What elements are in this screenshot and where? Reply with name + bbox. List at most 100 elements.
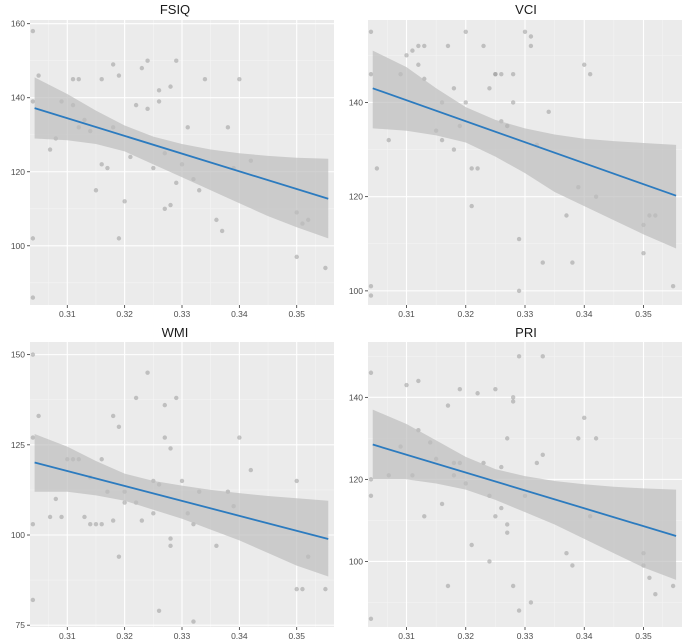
facet-title-wmi: WMI xyxy=(162,325,189,340)
fsiq-data-point xyxy=(128,154,133,160)
wmi-data-point xyxy=(133,395,139,401)
wmi-data-point xyxy=(139,518,145,523)
vci-data-point xyxy=(481,43,486,49)
fsiq-data-point xyxy=(162,206,167,211)
vci-x-tick-label: 0.35 xyxy=(635,309,652,319)
pri-data-point xyxy=(510,395,516,400)
wmi-data-point xyxy=(47,514,53,520)
wmi-data-point xyxy=(179,478,185,484)
vci-data-point xyxy=(451,147,457,152)
pri-x-tick-label: 0.35 xyxy=(635,631,652,641)
fsiq-data-point xyxy=(99,162,104,167)
pri-x-tick-label: 0.34 xyxy=(576,631,593,641)
wmi-data-point xyxy=(174,395,179,401)
fsiq-data-point xyxy=(30,28,36,34)
wmi-data-point xyxy=(122,500,127,505)
wmi-data-point xyxy=(88,521,93,527)
vci-data-point xyxy=(487,86,492,91)
fsiq-x-tick-label: 0.35 xyxy=(288,309,305,319)
pri-confidence-ribbon xyxy=(372,409,677,580)
facet-panel-wmi: 0.31 0.32 0.33 0.34 0.35 75 100 125 150 WMI xyxy=(11,325,334,641)
vci-data-point xyxy=(469,166,474,171)
vci-y-tick-label: 100 xyxy=(349,286,363,296)
pri-data-point xyxy=(475,391,480,396)
vci-x-tick-label: 0.34 xyxy=(576,309,593,319)
wmi-data-point xyxy=(162,435,167,440)
pri-data-point xyxy=(445,403,451,408)
fsiq-data-point xyxy=(76,77,81,82)
fsiq-data-point xyxy=(30,236,36,241)
wmi-data-point xyxy=(93,521,99,527)
facet-title-vci: VCI xyxy=(515,2,537,17)
vci-data-point xyxy=(374,166,380,171)
fsiq-y-tick-label: 120 xyxy=(11,167,25,177)
vci-data-point xyxy=(463,100,468,105)
fsiq-data-point xyxy=(294,254,299,260)
pri-data-point xyxy=(368,477,374,482)
vci-x-tick-label: 0.31 xyxy=(398,309,415,319)
pri-data-point xyxy=(540,452,545,457)
wmi-x-tick-label: 0.35 xyxy=(288,631,305,641)
pri-data-point xyxy=(422,514,427,519)
wmi-data-point xyxy=(30,597,36,603)
fsiq-data-point xyxy=(133,102,139,108)
fsiq-data-point xyxy=(197,188,202,193)
facet-panel-pri: 0.31 0.32 0.33 0.34 0.35 100 120 140 PRI xyxy=(349,325,682,641)
wmi-x-tick-label: 0.32 xyxy=(116,631,133,641)
fsiq-data-point xyxy=(185,125,190,130)
wmi-y-tick-label: 75 xyxy=(16,620,26,630)
pri-data-point xyxy=(368,370,374,375)
wmi-data-point xyxy=(59,514,64,520)
fsiq-data-point xyxy=(168,84,173,89)
fsiq-data-point xyxy=(30,99,36,104)
vci-data-point xyxy=(516,236,522,242)
wmi-data-point xyxy=(162,402,167,408)
pri-data-point xyxy=(647,575,652,580)
vci-data-point xyxy=(439,137,445,143)
fsiq-x-tick-label: 0.31 xyxy=(59,309,76,319)
fsiq-y-tick-label: 140 xyxy=(11,93,25,103)
vci-data-point xyxy=(451,86,457,91)
pri-data-point xyxy=(516,354,522,359)
vci-data-point xyxy=(445,43,451,49)
facet-title-fsiq: FSIQ xyxy=(160,2,190,17)
wmi-data-point xyxy=(168,543,173,549)
facet-panel-fsiq: 0.31 0.32 0.33 0.34 0.35 100 120 140 160 FSIQ xyxy=(11,2,334,319)
wmi-data-point xyxy=(30,521,36,527)
pri-data-point xyxy=(487,559,492,564)
pri-data-point xyxy=(528,600,534,605)
pri-data-point xyxy=(510,583,516,589)
fsiq-data-point xyxy=(202,77,208,82)
pri-data-point xyxy=(534,460,540,466)
wmi-data-point xyxy=(30,435,36,440)
vci-data-point xyxy=(582,62,587,67)
pri-data-point xyxy=(499,464,504,470)
pri-data-point xyxy=(368,493,374,498)
pri-data-point xyxy=(493,514,498,519)
fsiq-data-point xyxy=(219,228,225,234)
fsiq-data-point xyxy=(110,62,116,67)
vci-data-point xyxy=(516,288,522,294)
vci-data-point xyxy=(587,71,593,77)
fsiq-data-point xyxy=(174,180,179,186)
vci-data-point xyxy=(368,283,374,289)
pri-data-point xyxy=(505,436,510,441)
fsiq-data-point xyxy=(116,73,122,78)
pri-x-tick-label: 0.32 xyxy=(457,631,474,641)
vci-regression-line xyxy=(372,87,677,197)
pri-y-tick-label: 100 xyxy=(349,556,363,566)
pri-data-point xyxy=(653,591,658,597)
wmi-data-point xyxy=(110,413,116,419)
vci-data-point xyxy=(368,293,374,298)
fsiq-data-point xyxy=(145,106,150,112)
wmi-x-tick-label: 0.33 xyxy=(174,631,191,641)
fsiq-data-point xyxy=(145,58,150,63)
wmi-data-point xyxy=(248,467,254,473)
wmi-data-point xyxy=(323,586,328,592)
fsiq-data-point xyxy=(36,73,41,78)
vci-data-point xyxy=(422,43,427,49)
fsiq-data-point xyxy=(156,88,162,93)
pri-data-point xyxy=(576,436,581,441)
vci-data-point xyxy=(469,203,474,209)
vci-data-point xyxy=(510,71,516,77)
